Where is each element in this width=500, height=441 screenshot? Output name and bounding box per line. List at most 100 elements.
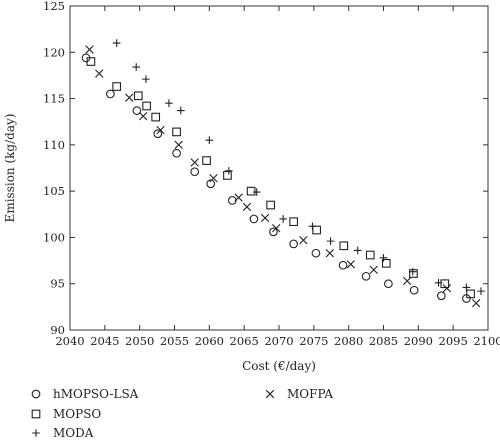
data-point-circle <box>311 248 321 258</box>
series-hmopso-lsa <box>81 53 471 303</box>
data-point-x <box>95 69 104 78</box>
data-point-x <box>260 213 270 223</box>
legend-marker-x <box>265 389 275 399</box>
data-point-plus <box>205 136 214 145</box>
y-tick-label: 105 <box>43 184 65 198</box>
data-point-circle <box>106 89 115 99</box>
data-point-plus <box>326 237 335 245</box>
y-tick-label: 100 <box>43 230 65 244</box>
data-point-plus <box>308 222 317 231</box>
series-moda <box>112 39 485 295</box>
data-point-plus <box>279 215 287 223</box>
data-point-square <box>223 171 232 180</box>
data-point-circle <box>338 260 348 270</box>
data-point-square <box>202 156 211 165</box>
data-point-x <box>442 284 452 293</box>
data-point-square <box>381 258 391 268</box>
x-tick-label: 2085 <box>369 334 398 348</box>
data-point-plus <box>353 246 362 255</box>
x-tick-label: 2045 <box>90 334 119 348</box>
data-point-plus <box>142 75 150 83</box>
data-point-x <box>242 202 252 212</box>
data-point-square <box>339 241 349 251</box>
data-point-plus <box>379 253 388 262</box>
data-point-plus <box>225 166 233 175</box>
data-point-square <box>112 82 122 91</box>
data-point-square <box>312 225 321 235</box>
plot-area <box>69 5 489 331</box>
y-axis-label: Emission (kg/day) <box>3 114 17 223</box>
data-point-plus <box>462 283 471 292</box>
data-point-plus <box>112 39 121 47</box>
x-axis-label: Cost (€/day) <box>242 359 316 373</box>
x-tick-label: 2055 <box>160 334 189 348</box>
x-tick-label: 2065 <box>230 334 259 348</box>
data-point-square <box>172 127 181 137</box>
data-point-square <box>151 112 161 122</box>
data-point-square <box>440 279 450 289</box>
data-point-x <box>85 45 94 54</box>
data-point-x <box>190 158 199 167</box>
data-point-x <box>272 223 281 233</box>
legend-label: MOFPA <box>287 387 333 401</box>
chart-marks <box>81 39 485 308</box>
data-point-circle <box>409 285 419 295</box>
data-point-plus <box>408 267 417 276</box>
data-point-square <box>246 186 256 196</box>
data-point-square <box>409 269 418 278</box>
data-point-circle <box>436 291 446 301</box>
data-point-x <box>402 276 412 286</box>
series-mopso <box>86 57 475 299</box>
data-point-square <box>266 200 275 210</box>
data-point-x <box>174 140 183 150</box>
data-point-x <box>234 193 243 202</box>
legend-label: MODA <box>53 426 94 440</box>
legend-marker-square <box>31 409 41 419</box>
x-tick-label: 2050 <box>125 334 154 348</box>
legend: hMOPSO-LSA MOPSO MODA MOFPA <box>31 387 333 440</box>
data-point-circle <box>227 196 237 205</box>
data-point-x <box>346 260 355 269</box>
y-tick-label: 95 <box>50 277 65 291</box>
y-tick-label: 125 <box>43 0 65 13</box>
data-point-circle <box>384 279 393 289</box>
data-point-square <box>133 91 143 101</box>
data-point-circle <box>206 179 216 189</box>
x-tick-label: 2060 <box>195 334 224 348</box>
legend-label: hMOPSO-LSA <box>53 387 139 401</box>
data-point-square <box>86 57 96 66</box>
data-point-circle <box>190 167 200 177</box>
data-point-square <box>365 250 375 260</box>
data-point-x <box>325 248 335 258</box>
legend-marker-plus <box>32 429 40 437</box>
data-point-square <box>466 289 475 299</box>
data-point-square <box>289 217 298 227</box>
data-point-circle <box>361 271 371 281</box>
data-point-x <box>138 111 148 121</box>
data-point-circle <box>132 106 142 115</box>
x-tick-label: 2095 <box>439 334 468 348</box>
x-tick-label: 2100 <box>473 334 500 348</box>
data-point-square <box>142 101 151 111</box>
axis-ticks: 2040 2045 2050 2055 2060 2065 2070 2075 2080 2085… <box>43 0 500 348</box>
y-tick-label: 90 <box>50 323 65 337</box>
x-tick-label: 2070 <box>264 334 293 348</box>
x-tick-label: 2090 <box>404 334 433 348</box>
series-mofpa <box>85 45 481 308</box>
data-point-circle <box>172 148 181 158</box>
y-tick-label: 120 <box>43 45 65 59</box>
x-tick-label: 2080 <box>334 334 363 348</box>
data-point-x <box>156 125 165 135</box>
data-point-circle <box>249 214 259 224</box>
data-point-circle <box>269 227 278 237</box>
data-point-x <box>299 236 308 245</box>
data-point-circle <box>289 239 298 249</box>
data-point-plus <box>477 287 485 295</box>
data-point-x <box>125 93 134 102</box>
legend-label: MOPSO <box>53 407 101 421</box>
data-point-plus <box>252 188 261 196</box>
data-point-x <box>209 173 218 183</box>
data-point-plus <box>132 63 140 71</box>
legend-marker-circle <box>31 389 41 399</box>
